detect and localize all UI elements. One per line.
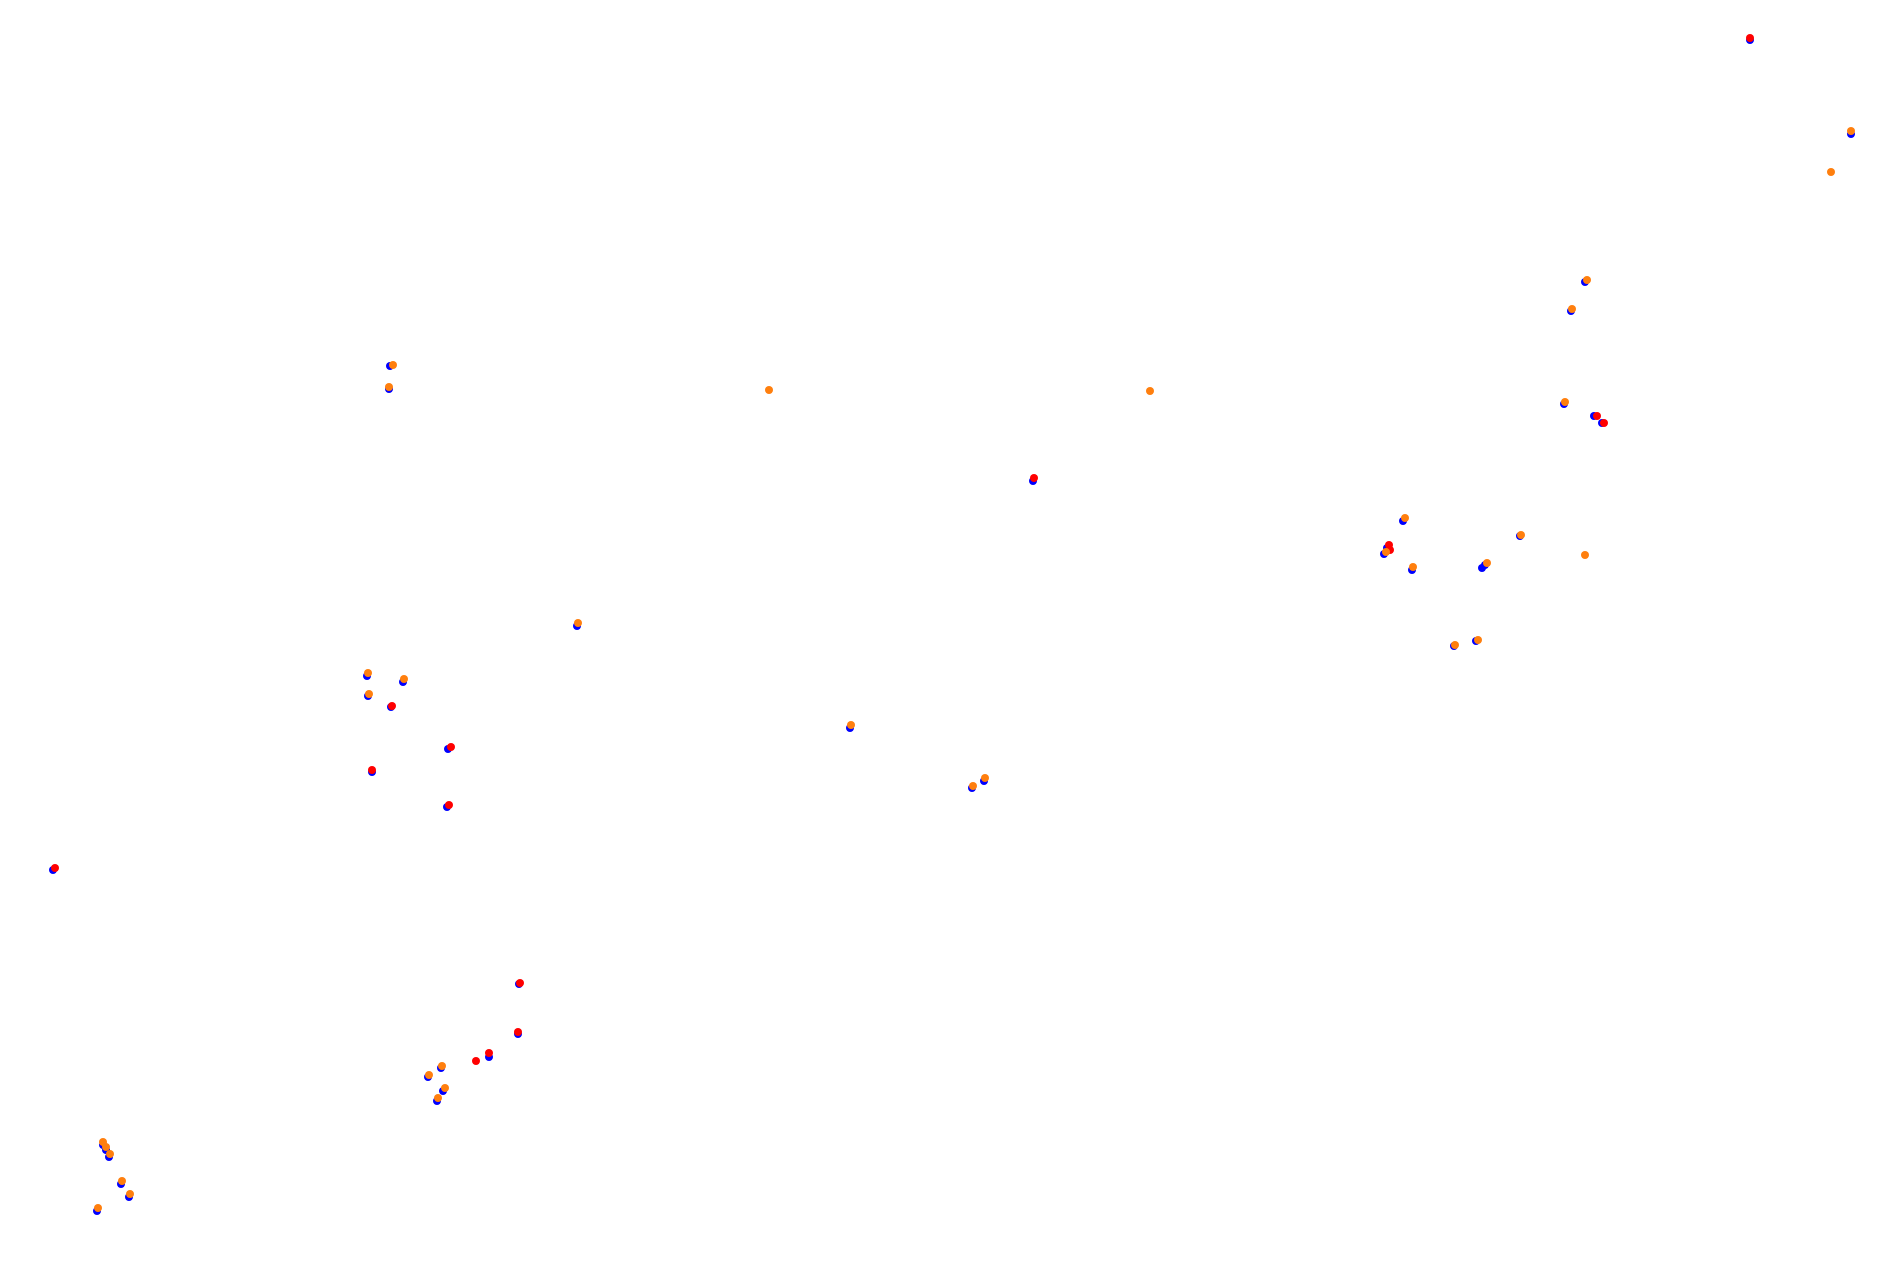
data-point <box>385 383 393 391</box>
data-point <box>1401 514 1409 522</box>
data-point <box>368 766 376 774</box>
data-point <box>1583 276 1591 284</box>
data-point <box>106 1150 114 1158</box>
data-point <box>485 1049 493 1057</box>
data-point <box>514 1028 522 1036</box>
data-point <box>400 675 408 683</box>
data-point <box>847 721 855 729</box>
data-point <box>447 743 455 751</box>
data-point <box>1409 563 1417 571</box>
data-point <box>445 801 453 809</box>
data-point <box>981 774 989 782</box>
data-point <box>574 619 582 627</box>
data-point <box>1827 168 1835 176</box>
data-point <box>365 690 373 698</box>
data-point <box>1382 548 1390 556</box>
data-point <box>434 1094 442 1102</box>
data-point <box>102 1143 110 1151</box>
data-point <box>1847 127 1855 135</box>
series-2 <box>94 127 1855 1212</box>
data-point <box>51 864 59 872</box>
data-point <box>1483 559 1491 567</box>
data-point <box>438 1062 446 1070</box>
data-point <box>1146 387 1154 395</box>
data-point <box>516 979 524 987</box>
data-point <box>765 386 773 394</box>
data-point <box>425 1071 433 1079</box>
data-point <box>364 669 372 677</box>
data-point <box>441 1084 449 1092</box>
data-point <box>969 782 977 790</box>
data-point <box>1561 398 1569 406</box>
data-points <box>49 34 1855 1215</box>
data-point <box>1517 531 1525 539</box>
data-point <box>1600 419 1608 427</box>
data-point <box>1474 636 1482 644</box>
data-point <box>1568 305 1576 313</box>
data-point <box>1581 551 1589 559</box>
data-point <box>388 702 396 710</box>
data-point <box>472 1057 480 1065</box>
series-1 <box>51 34 1754 1065</box>
data-point <box>118 1177 126 1185</box>
data-point <box>126 1190 134 1198</box>
data-point <box>1746 34 1754 42</box>
data-point <box>1030 474 1038 482</box>
data-point <box>389 361 397 369</box>
data-point <box>94 1204 102 1212</box>
data-point <box>1451 641 1459 649</box>
data-point <box>1593 412 1601 420</box>
